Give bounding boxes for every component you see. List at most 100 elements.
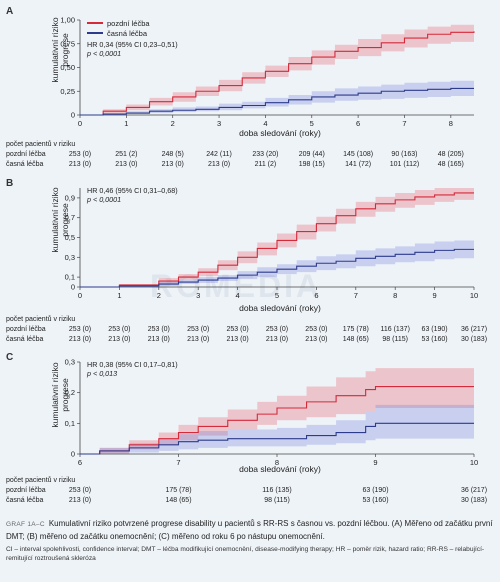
risk-cell: 248 (5) <box>161 151 184 158</box>
risk-cell: 253 (0) <box>265 326 289 333</box>
panel-letter-a: A <box>6 6 14 17</box>
risk-cell: 90 (163) <box>391 151 418 158</box>
risk-cell: 36 (217) <box>460 326 488 333</box>
chart-c: 6 7 8 9 10 0 0,1 0,2 0,3 <box>65 358 479 468</box>
chart-b: 0 1 2 3 4 5 6 7 8 9 10 00,1 0,3 0,5 0,7 0,9 <box>65 188 478 300</box>
risk-cell: 253 (0) <box>147 326 170 333</box>
y-tick-label: 1,00 <box>60 16 75 25</box>
risk-table-row: pozdní léčba 253 (0) 251 (2) 248 (5) 242 (11… <box>6 150 496 160</box>
chart-a: 0 1 2 3 4 5 6 7 8 0 0,25 0,50 0,75 1,00 <box>60 16 475 128</box>
risk-cell: 213 (0) <box>115 161 138 168</box>
caption-notes: CI – interval spolehlivosti, confidence … <box>6 546 485 563</box>
x-tick-label: 6 <box>78 458 82 467</box>
risk-cell: 141 (72) <box>345 161 372 168</box>
risk-cell: 209 (44) <box>298 151 325 158</box>
late-series-line <box>80 385 474 455</box>
risk-cell: 63 (190) <box>362 487 389 494</box>
risk-cell: 213 (0) <box>68 161 92 168</box>
risk-cell: 213 (0) <box>226 336 249 343</box>
panel-letter-c: C <box>6 352 14 363</box>
y-tick-label: 0,50 <box>60 63 75 72</box>
risk-cell: 242 (11) <box>206 151 232 158</box>
risk-table-c: počet pacientů v riziku pozdní léčba 253 (… <box>6 476 496 506</box>
risk-cell: 213 (0) <box>305 336 328 343</box>
x-axis-label-c: doba sledování (roky) <box>239 464 321 474</box>
risk-cell: 253 (0) <box>68 487 92 494</box>
x-tick-label: 2 <box>171 119 175 128</box>
early-ci-band <box>80 240 474 287</box>
legend-late-label: pozdní léčba <box>107 18 150 28</box>
p-text-a: p < 0,0001 <box>87 49 122 58</box>
x-tick-label: 0 <box>78 291 82 300</box>
legend-early-swatch <box>87 32 103 34</box>
x-tick-label: 6 <box>314 291 318 300</box>
x-tick-label: 9 <box>373 458 377 467</box>
x-tick-label: 8 <box>449 119 453 128</box>
y-tick-label: 0 <box>71 111 75 120</box>
hr-text-a: HR 0,34 (95% CI 0,23–0,51) <box>87 40 178 49</box>
y-tick-label: 0,1 <box>65 273 75 282</box>
risk-cell: 53 (160) <box>362 497 389 504</box>
y-tick-label: 0 <box>71 283 75 292</box>
risk-row-label: časná léčba <box>6 497 44 504</box>
risk-cell: 53 (160) <box>421 336 448 343</box>
y-tick-label: 0,9 <box>65 193 75 202</box>
risk-table-header: počet pacientů v riziku <box>6 141 76 148</box>
risk-table-header: počet pacientů v riziku <box>6 316 76 323</box>
hr-text-b: HR 0,46 (95% CI 0,31–0,68) <box>87 186 178 195</box>
risk-cell: 213 (0) <box>161 161 184 168</box>
y-tick-label: 0,25 <box>60 87 75 96</box>
watermark: ROMEDIA <box>150 268 323 304</box>
x-tick-label: 3 <box>217 119 221 128</box>
x-tick-label: 7 <box>176 458 180 467</box>
risk-cell: 98 (115) <box>264 497 290 504</box>
risk-cell: 253 (0) <box>305 326 328 333</box>
risk-cell: 116 (137) <box>380 326 410 333</box>
early-series-line <box>80 87 474 116</box>
x-tick-label: 10 <box>470 458 478 467</box>
risk-cell: 36 (217) <box>460 487 488 494</box>
risk-cell: 213 (0) <box>108 336 131 343</box>
x-tick-label: 8 <box>393 291 397 300</box>
y-tick-label: 0,3 <box>65 358 75 367</box>
p-text-b: p < 0,0001 <box>87 195 122 204</box>
hr-text-c: HR 0,38 (95% CI 0,17–0,81) <box>87 360 178 369</box>
risk-cell: 48 (165) <box>437 161 464 168</box>
y-tick-label: 0,3 <box>65 253 75 262</box>
early-series-line <box>80 422 474 455</box>
y-tick-label: 0 <box>71 450 75 459</box>
risk-table-row: pozdní léčba 253 (0) 175 (78) 116 (135) 63 (… <box>6 486 496 496</box>
p-text-c: p < 0,013 <box>87 369 118 378</box>
y-tick-label: 0,7 <box>65 213 75 222</box>
risk-cell: 148 (65) <box>165 497 192 504</box>
x-tick-label: 5 <box>310 119 314 128</box>
y-tick-label: 0,1 <box>65 419 75 428</box>
risk-cell: 253 (0) <box>187 326 210 333</box>
risk-cell: 213 (0) <box>68 336 92 343</box>
risk-table-b: počet pacientů v riziku pozdní léčba 253 (… <box>6 315 496 345</box>
x-tick-label: 7 <box>402 119 406 128</box>
x-tick-label: 10 <box>470 291 478 300</box>
risk-cell: 253 (0) <box>108 326 131 333</box>
late-ci-band <box>80 188 474 287</box>
risk-row-label: pozdní léčba <box>6 326 46 333</box>
risk-cell: 116 (135) <box>262 487 292 494</box>
y-tick-label: 0,75 <box>60 39 75 48</box>
caption-title: Kumulativní riziko potvrzené progrese di… <box>6 519 493 541</box>
risk-cell: 213 (0) <box>265 336 289 343</box>
late-series-line <box>80 192 474 288</box>
risk-cell: 213 (0) <box>68 497 92 504</box>
risk-cell: 30 (183) <box>460 336 488 343</box>
early-ci-band <box>80 79 474 115</box>
caption-tag: GRAF 1A–C <box>6 521 45 528</box>
risk-cell: 98 (115) <box>382 336 408 343</box>
risk-cell: 198 (15) <box>298 161 325 168</box>
risk-cell: 233 (20) <box>252 151 279 158</box>
risk-cell: 48 (205) <box>437 151 464 158</box>
risk-cell: 63 (190) <box>421 326 448 333</box>
panel-letter-b: B <box>6 178 14 189</box>
x-tick-label: 3 <box>196 291 200 300</box>
legend-late-swatch <box>87 22 103 24</box>
x-tick-label: 2 <box>157 291 161 300</box>
risk-cell: 213 (0) <box>187 336 210 343</box>
